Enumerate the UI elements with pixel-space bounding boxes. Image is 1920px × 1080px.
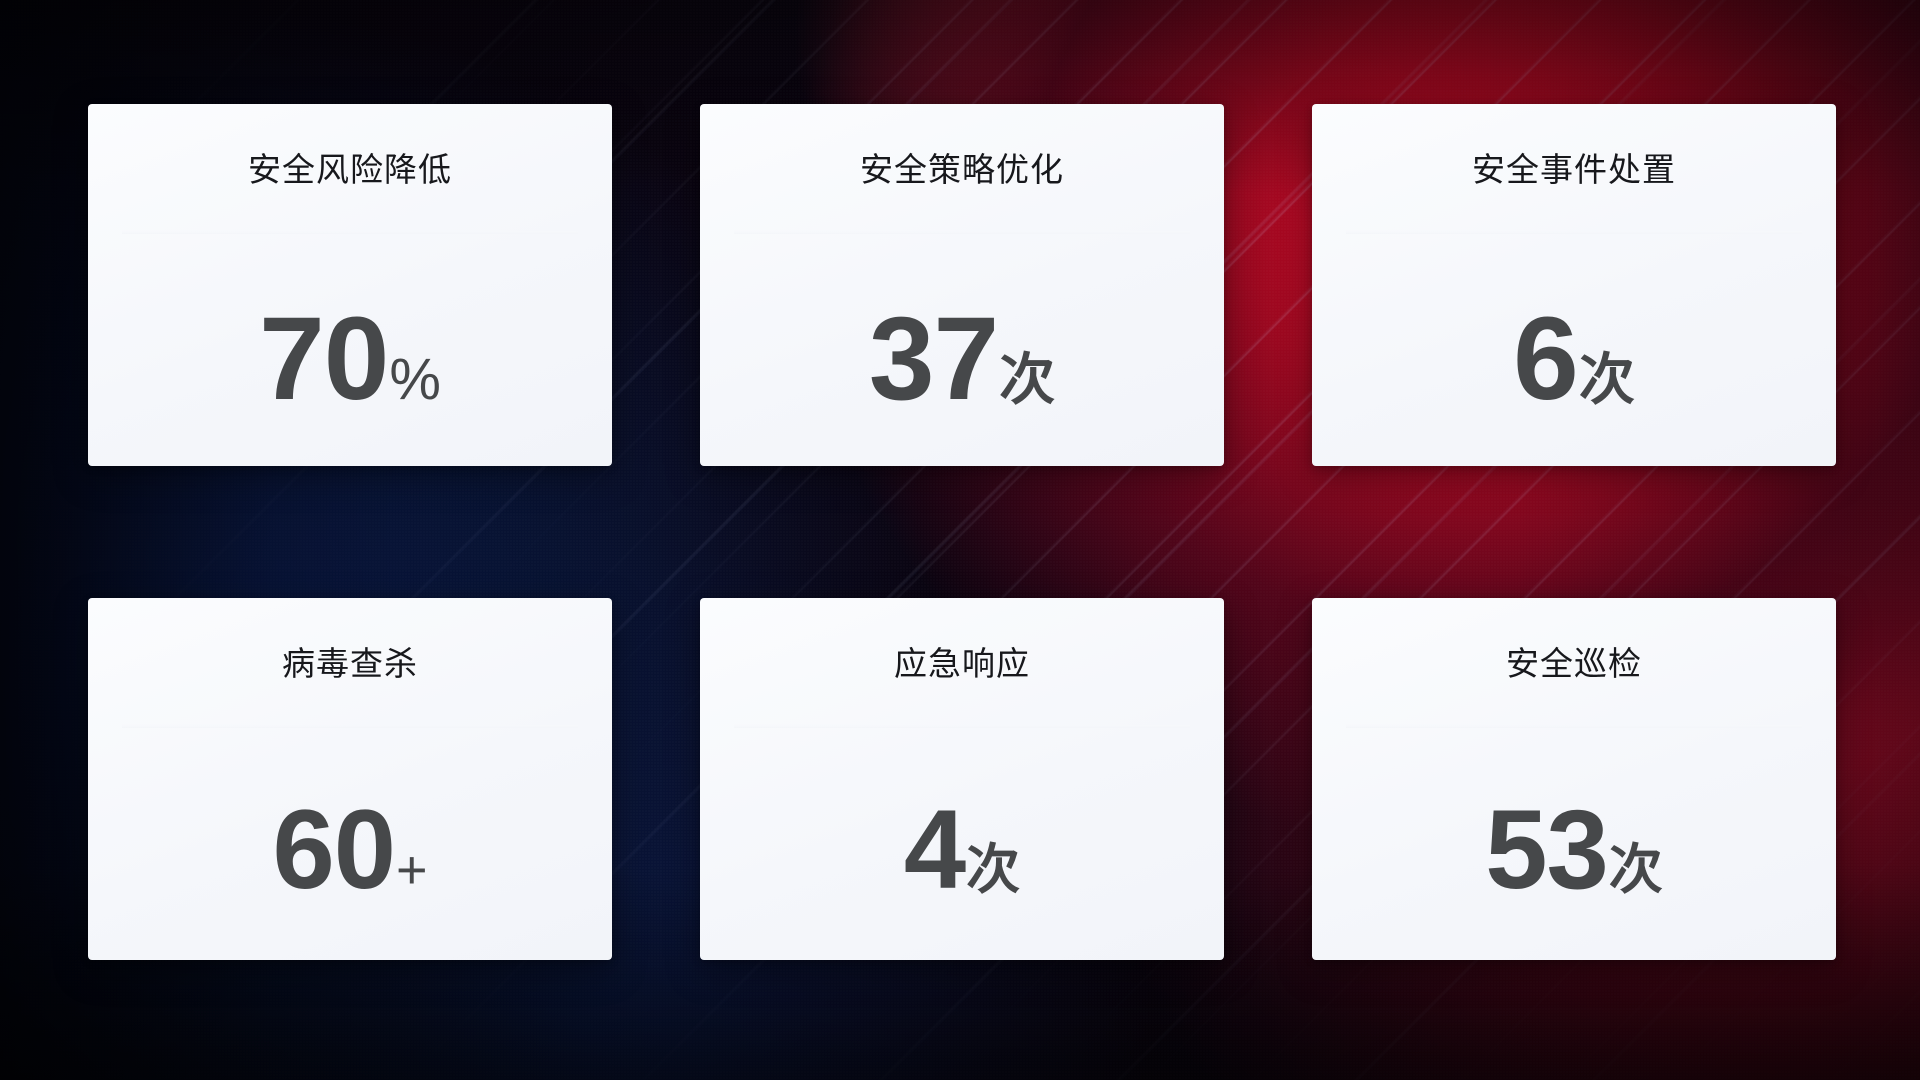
card-value-number: 4 xyxy=(903,787,966,912)
stat-card-security-policy-optimization[interactable]: 安全策略优化 37次 xyxy=(700,104,1224,466)
card-divider-taper xyxy=(734,717,1190,729)
stat-card-virus-removal[interactable]: 病毒查杀 60+ xyxy=(88,598,612,960)
card-divider xyxy=(734,223,1190,235)
stat-card-security-incident-handling[interactable]: 安全事件处置 6次 xyxy=(1312,104,1836,466)
card-divider-taper xyxy=(122,223,578,235)
card-value-unit: 次 xyxy=(1608,840,1663,900)
card-value-unit: + xyxy=(396,840,428,900)
card-divider-taper xyxy=(1346,717,1802,729)
card-title: 安全策略优化 xyxy=(860,151,1064,188)
card-value-unit: 次 xyxy=(999,348,1056,411)
card-value-unit: 次 xyxy=(1578,348,1635,411)
card-value-number: 70 xyxy=(259,293,389,425)
card-value-unit: % xyxy=(389,347,441,412)
card-divider-taper xyxy=(122,717,578,729)
card-value: 37次 xyxy=(700,300,1224,418)
card-title: 病毒查杀 xyxy=(282,645,418,682)
card-divider xyxy=(1346,223,1802,235)
card-divider-taper xyxy=(1346,223,1802,235)
card-value-number: 37 xyxy=(868,293,999,425)
card-value: 60+ xyxy=(88,794,612,906)
card-title: 安全事件处置 xyxy=(1472,151,1676,188)
card-title: 安全风险降低 xyxy=(248,151,452,188)
card-title: 安全巡检 xyxy=(1506,645,1642,682)
card-value-number: 60 xyxy=(272,787,396,912)
card-value-number: 6 xyxy=(1513,293,1579,425)
card-title: 应急响应 xyxy=(894,645,1030,682)
stat-card-security-inspection[interactable]: 安全巡检 53次 xyxy=(1312,598,1836,960)
stat-card-emergency-response[interactable]: 应急响应 4次 xyxy=(700,598,1224,960)
card-value: 4次 xyxy=(700,794,1224,906)
card-value: 6次 xyxy=(1312,300,1836,418)
card-value: 53次 xyxy=(1312,794,1836,906)
stat-card-security-risk-reduction[interactable]: 安全风险降低 70% xyxy=(88,104,612,466)
card-divider xyxy=(1346,717,1802,729)
card-divider-taper xyxy=(734,223,1190,235)
card-divider xyxy=(122,717,578,729)
card-divider xyxy=(734,717,1190,729)
card-divider xyxy=(122,223,578,235)
card-value-number: 53 xyxy=(1485,787,1609,912)
stat-card-grid: 安全风险降低 70% 安全策略优化 37次 安全事件处置 xyxy=(88,104,1836,960)
card-value-unit: 次 xyxy=(966,840,1021,900)
card-value: 70% xyxy=(88,300,612,418)
